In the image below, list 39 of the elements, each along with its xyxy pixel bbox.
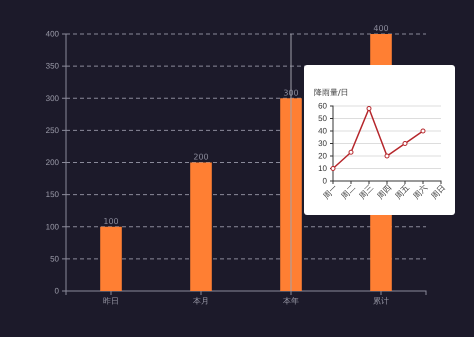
y-tick-label: 60 [318, 102, 328, 111]
chart-title: 降雨量/日 [314, 88, 349, 97]
data-label: 200 [193, 152, 209, 162]
y-tick-label: 150 [46, 190, 60, 200]
point [420, 128, 426, 134]
point [384, 154, 390, 158]
y-tick-label: 100 [46, 222, 60, 232]
y-tick-label: 350 [46, 62, 60, 71]
y-tick-label: 200 [46, 158, 60, 168]
point [348, 150, 354, 155]
x-tick-label: 周四 [376, 183, 394, 201]
y-tick-label: 0 [54, 286, 60, 296]
x-tick-label: 周五 [394, 183, 412, 201]
bar [100, 226, 122, 291]
bar [190, 162, 212, 291]
y-tick-label: 40 [318, 126, 328, 136]
point [402, 141, 408, 146]
y-tick-label: 250 [46, 126, 60, 135]
x-tick-label: 周二 [340, 183, 358, 201]
x-tick-label: 累计 [373, 296, 389, 306]
x-tick-label: 周一 [322, 183, 340, 201]
bar [280, 98, 302, 291]
x-tick-label: 周六 [412, 183, 430, 201]
x-tick-label: 周日 [430, 183, 448, 201]
data-label: 100 [103, 216, 119, 226]
x-tick-label: 昨日 [103, 296, 119, 306]
y-tick-label: 400 [46, 30, 60, 39]
y-tick-label: 0 [322, 176, 328, 186]
y-tick-label: 50 [318, 114, 328, 124]
y-tick-label: 300 [46, 94, 60, 103]
point [366, 106, 372, 111]
y-tick-label: 50 [50, 254, 60, 264]
x-tick-label: 周三 [358, 183, 376, 201]
y-tick-label: 30 [318, 139, 328, 148]
data-label: 400 [373, 24, 389, 33]
y-tick-label: 10 [318, 164, 328, 174]
x-tick-label: 本月 [193, 296, 209, 306]
y-tick-label: 20 [318, 152, 328, 161]
x-tick-label: 本年 [283, 296, 299, 306]
